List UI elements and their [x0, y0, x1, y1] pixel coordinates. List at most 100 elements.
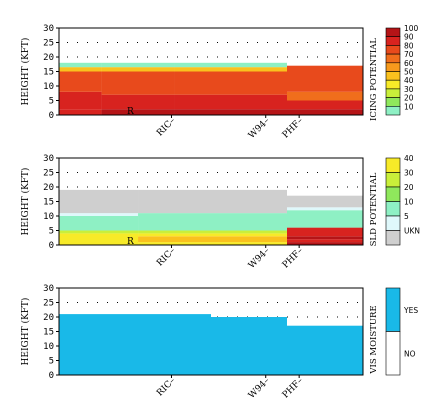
grid-dot: [287, 42, 288, 43]
grid-dot: [357, 42, 358, 43]
colorbar-label: 30: [404, 85, 414, 94]
colorbar-swatch: [385, 201, 401, 217]
grid-dot: [177, 56, 178, 58]
grid-dot: [237, 56, 238, 58]
grid-dot: [197, 172, 198, 173]
grid-dot: [67, 56, 68, 58]
data-cell: [59, 91, 102, 110]
grid-dot: [317, 302, 318, 303]
grid-dot: [207, 302, 208, 303]
data-cell: [59, 67, 102, 72]
grid-dot: [217, 186, 218, 188]
side-label: ICING POTENTIAL: [369, 38, 379, 121]
grid-dot: [307, 56, 308, 58]
grid-dot: [177, 302, 178, 303]
grid-dot: [347, 302, 348, 303]
colorbar-swatch: [385, 172, 401, 188]
colorbar-label: 60: [404, 59, 414, 68]
grid-dot: [117, 172, 118, 173]
grid-dot: [107, 56, 108, 58]
colorbar-swatch: [385, 186, 401, 202]
grid-dot: [137, 302, 138, 303]
y-tick-label: 15: [43, 328, 54, 338]
grid-dot: [307, 172, 308, 173]
data-cell: [59, 216, 139, 231]
y-tick-label: 20: [43, 183, 54, 193]
data-cell: [138, 230, 287, 234]
grid-dot: [167, 302, 168, 303]
grid-dot: [217, 56, 218, 58]
grid-dot: [127, 186, 128, 188]
grid-dot: [197, 42, 198, 43]
grid-dot: [97, 42, 98, 43]
data-cell: [138, 236, 287, 243]
grid-dot: [357, 316, 358, 318]
data-cell: [59, 109, 102, 115]
y-tick-label: 30: [43, 24, 54, 34]
grid-dot: [137, 56, 138, 58]
y-tick-label: 5: [49, 97, 54, 107]
grid-dot: [187, 42, 188, 43]
colorbar-swatch: [385, 97, 401, 107]
grid-dot: [147, 302, 148, 303]
grid-dot: [117, 56, 118, 58]
grid-dot: [277, 302, 278, 303]
grid-dot: [277, 56, 278, 58]
grid-dot: [337, 186, 338, 188]
data-cell: [59, 71, 102, 92]
y-axis-label: HEIGHT (KFT): [20, 168, 31, 236]
colorbar-label: 100: [404, 24, 419, 33]
grid-dot: [127, 302, 128, 303]
grid-dot: [357, 172, 358, 173]
grid-dot: [297, 302, 298, 303]
grid-dot: [267, 42, 268, 43]
data-cell: [101, 94, 175, 110]
data-cell: [287, 242, 363, 245]
grid-dot: [227, 302, 228, 303]
grid-dot: [337, 42, 338, 43]
colorbar-swatch: [385, 62, 401, 72]
grid-dot: [157, 56, 158, 58]
grid-dot: [287, 56, 288, 58]
colorbar-label: 70: [404, 50, 414, 59]
data-cell: [174, 71, 287, 95]
data-cell: [59, 314, 211, 375]
colorbar-label: 90: [404, 33, 414, 42]
grid-dot: [337, 56, 338, 58]
grid-dot: [197, 56, 198, 58]
data-cell: [59, 230, 139, 234]
grid-dot: [157, 302, 158, 303]
data-cell: [287, 109, 363, 115]
grid-dot: [257, 56, 258, 58]
grid-dot: [297, 316, 298, 318]
grid-dot: [177, 186, 178, 188]
grid-dot: [337, 302, 338, 303]
grid-dot: [317, 42, 318, 43]
data-cell: [59, 62, 102, 68]
grid-dot: [77, 186, 78, 188]
icing-potential-panel: 0 5 10 15 20 25 30 HEIGHT (KFT) RIC– W94– PHF– R ICI…: [20, 24, 419, 141]
grid-dot: [337, 316, 338, 318]
grid-dot: [187, 302, 188, 303]
grid-dot: [247, 186, 248, 188]
grid-dot: [147, 42, 148, 43]
colorbar-label: 10: [404, 198, 414, 207]
visible-moisture-panel: 0 5 10 15 20 25 30 HEIGHT (KFT) RIC– W94– PHF– VIS …: [20, 284, 418, 401]
colorbar-swatch: [385, 331, 401, 376]
grid-dot: [187, 186, 188, 188]
station-label: RIC–: [155, 246, 178, 269]
grid-dot: [317, 186, 318, 188]
colorbar-swatch: [385, 287, 401, 332]
location-marker: R: [127, 107, 134, 117]
grid-dot: [287, 302, 288, 303]
y-tick-label: 15: [43, 68, 54, 78]
grid-dot: [117, 186, 118, 188]
grid-dot: [87, 56, 88, 58]
y-tick-label: 25: [43, 299, 54, 309]
colorbar-label: 40: [404, 76, 414, 85]
grid-dot: [357, 302, 358, 303]
grid-dot: [147, 56, 148, 58]
grid-dot: [237, 186, 238, 188]
grid-dot: [87, 302, 88, 303]
grid-dot: [257, 42, 258, 43]
